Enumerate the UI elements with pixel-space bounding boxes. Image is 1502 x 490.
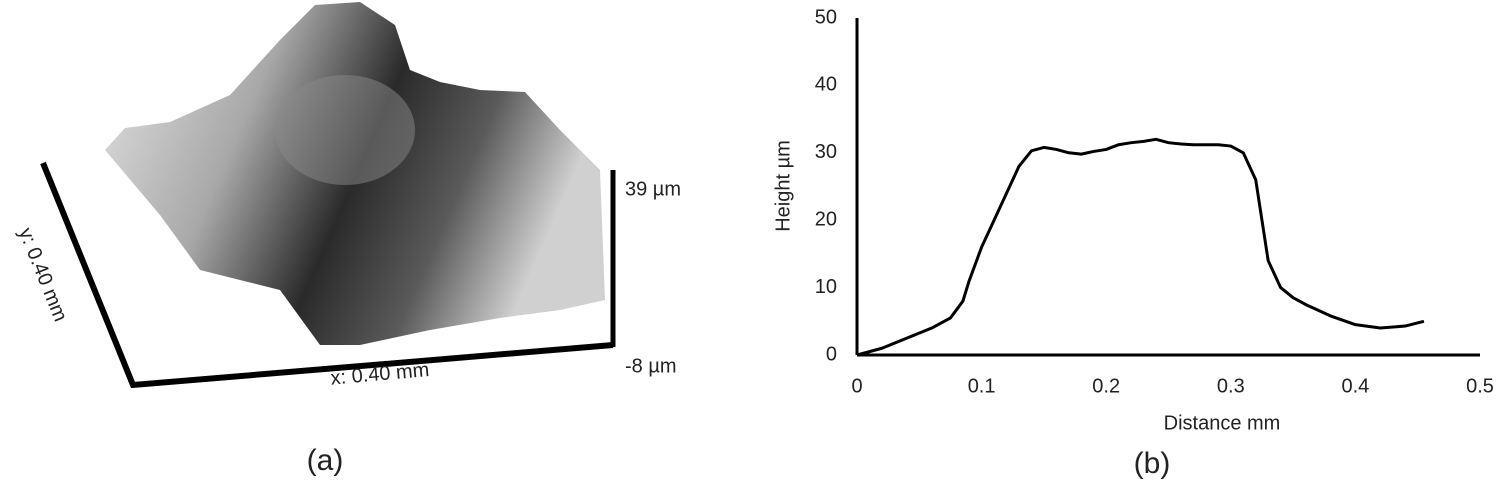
panel-label: (b) <box>1134 447 1171 480</box>
x-tick-label: 0.1 <box>968 375 996 397</box>
x-axis-title: Distance mm <box>1164 412 1281 434</box>
z-min-label: -8 µm <box>625 355 677 377</box>
y-tick-label: 0 <box>826 343 837 365</box>
x-axis-label: x: 0.40 mm <box>330 359 430 390</box>
y-tick-label: 10 <box>815 276 837 298</box>
panel-label: (a) <box>307 444 344 477</box>
axis-frame <box>40 161 614 389</box>
y-tick-label: 20 <box>815 208 837 230</box>
y-tick-label: 30 <box>815 141 837 163</box>
x-tick-label: 0.2 <box>1092 375 1120 397</box>
surface-feature <box>275 75 415 185</box>
panel-b: Distance mm Height µm (b) 0 10 20 30 40 50 0 0.… <box>772 6 1494 480</box>
y-tick-label: 40 <box>815 74 837 96</box>
panel-a: y: 0.40 mm x: 0.40 mm 39 µm -8 µm (a) <box>14 2 681 477</box>
z-max-label: 39 µm <box>625 178 681 200</box>
y-tick-label: 50 <box>815 6 837 28</box>
x-tick-label: 0.5 <box>1466 375 1494 397</box>
y-axis-title: Height µm <box>772 140 794 232</box>
y-axis-label: y: 0.40 mm <box>14 225 71 325</box>
x-tick-label: 0.3 <box>1217 375 1245 397</box>
data-line <box>856 137 1425 357</box>
x-tick-label: 0 <box>851 375 862 397</box>
x-tick-label: 0.4 <box>1341 375 1369 397</box>
